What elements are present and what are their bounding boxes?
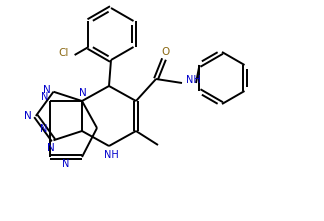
Text: Cl: Cl [58,48,69,58]
Text: NH: NH [104,150,118,160]
Text: N: N [62,159,70,169]
Text: N: N [42,85,50,95]
Text: N: N [40,124,48,134]
Text: NH: NH [186,75,201,85]
Text: O: O [161,47,169,57]
Text: N: N [79,88,87,98]
Text: N: N [47,143,54,153]
Text: N: N [24,111,32,121]
Text: N: N [41,92,49,102]
